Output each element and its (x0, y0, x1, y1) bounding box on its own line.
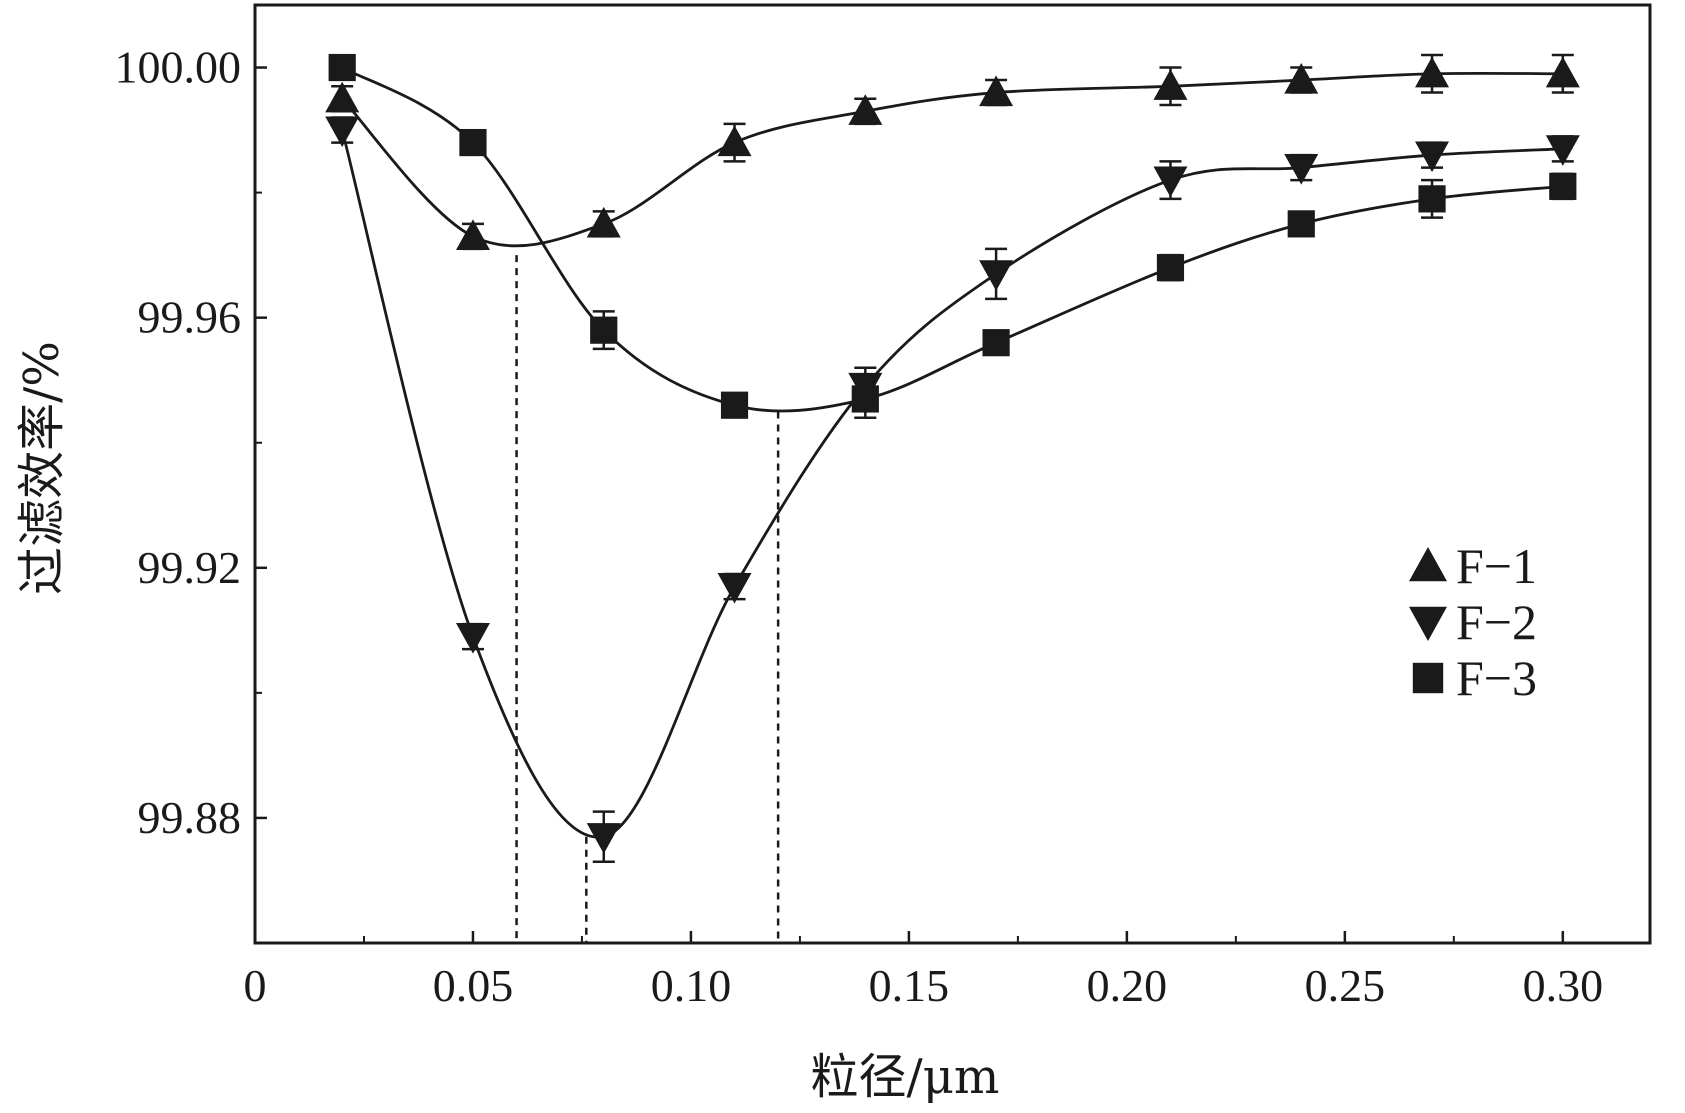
data-point-f3 (720, 391, 749, 419)
data-point-f3 (982, 329, 1010, 357)
data-point-f3 (1549, 172, 1577, 200)
x-axis-title: 粒径/μm (811, 1049, 1000, 1105)
data-point-f2 (979, 260, 1014, 291)
data-point-f1 (717, 125, 752, 157)
axes: 0 0.05 0.10 0.15 0.20 0.25 0.30 99.88 99.92 99.96… (115, 3, 1652, 1011)
data-point-f3 (1287, 210, 1315, 238)
legend-marker-f2 (1409, 606, 1447, 641)
data-point-f2 (1284, 153, 1319, 185)
data-point-f1 (586, 206, 621, 238)
plot-area (325, 53, 1580, 943)
data-point-f2 (1153, 166, 1188, 198)
x-tick-label: 0.20 (1087, 960, 1168, 1011)
legend-label-f1: F−1 (1456, 538, 1537, 594)
data-point-f3 (590, 316, 618, 344)
data-point-f1 (979, 75, 1014, 107)
legend-label-f2: F−2 (1456, 594, 1537, 650)
data-point-f3 (851, 385, 879, 413)
legend: F−1F−2F−3 (1409, 538, 1537, 706)
series-line-f3 (341, 66, 1563, 413)
data-point-f2 (717, 572, 752, 604)
x-tick-label: 0.15 (869, 960, 950, 1011)
data-point-f3 (1418, 185, 1446, 213)
y-axis-title: 过滤效率/% (14, 341, 70, 595)
data-point-f1 (325, 81, 360, 113)
data-point-f2 (1415, 141, 1450, 173)
x-tick-label: 0 (244, 960, 267, 1011)
y-tick-label: 100.00 (115, 42, 242, 93)
data-point-f1 (1545, 56, 1580, 88)
data-point-f3 (459, 128, 487, 157)
y-tick-label: 99.92 (138, 542, 242, 593)
legend-label-f3: F−3 (1456, 650, 1537, 706)
data-point-f1 (1284, 63, 1319, 94)
data-point-f1 (1153, 69, 1188, 100)
data-point-f1 (848, 94, 883, 125)
series-line-f2 (340, 129, 1563, 839)
series-line-f1 (341, 71, 1563, 248)
plot-frame (253, 3, 1652, 945)
data-point-f2 (455, 622, 490, 654)
x-tick-label: 0.10 (651, 960, 732, 1011)
data-point-f1 (455, 219, 490, 250)
data-point-f3 (328, 53, 356, 82)
data-point-f2 (586, 823, 621, 854)
legend-marker-f3 (1412, 662, 1444, 694)
data-point-f1 (1415, 56, 1450, 88)
data-point-f2 (1545, 135, 1580, 166)
y-tick-label: 99.88 (138, 792, 242, 843)
x-tick-label: 0.30 (1523, 960, 1604, 1011)
data-point-f3 (1156, 254, 1185, 282)
y-tick-label: 99.96 (138, 292, 242, 343)
x-tick-label: 0.25 (1305, 960, 1386, 1011)
x-tick-label: 0.05 (433, 960, 514, 1011)
legend-marker-f1 (1409, 547, 1447, 582)
data-point-f2 (325, 116, 360, 148)
